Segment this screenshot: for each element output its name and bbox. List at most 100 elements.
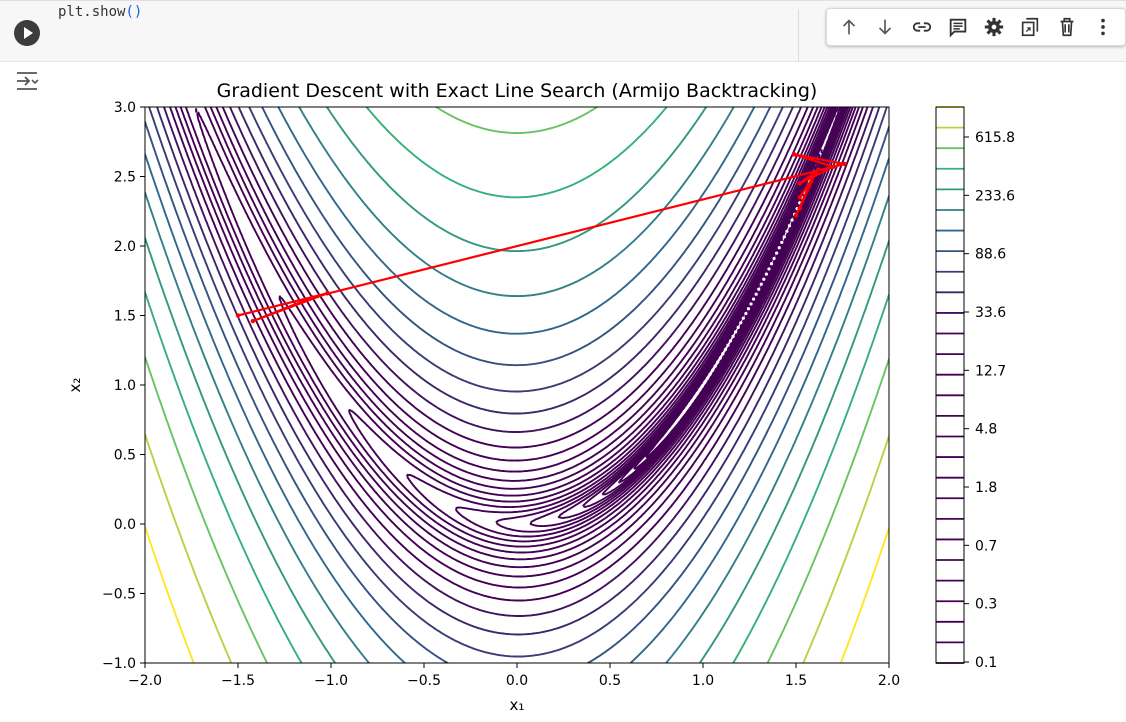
trail-point: [731, 334, 735, 338]
y-tick-label: 3.0: [114, 100, 136, 116]
mirror-cell-icon: [1022, 17, 1039, 37]
trail-point: [723, 347, 728, 352]
chart-figure: Gradient Descent with Exact Line Search …: [66, 80, 1015, 714]
y-tick-label: 2.5: [114, 170, 136, 186]
cell-divider: [798, 9, 799, 61]
contour-level-19: [148, 107, 888, 658]
contour-level-11: [278, 107, 852, 554]
y-tick-label: 1.0: [114, 378, 136, 394]
x-tick-label: 0.5: [599, 673, 621, 689]
trail-point: [775, 251, 779, 255]
colorbar-tick-label: 0.7: [975, 538, 997, 554]
y-tick-label: 0.5: [114, 448, 136, 464]
trail-point: [705, 376, 710, 380]
contour-level-12: [195, 107, 854, 561]
trail-point: [726, 343, 730, 347]
trail-point: [685, 406, 689, 410]
colorbar-frame: [935, 106, 965, 664]
y-axis-ticks: 3.0 2.5 2.0 1.5 1.0 0.5 0.0 −0.5 −1.0: [102, 100, 145, 672]
mirror-cell-button[interactable]: [1015, 12, 1045, 42]
trail-point: [721, 352, 725, 356]
contour-level-16: [169, 107, 869, 602]
x-axis-label: x₁: [510, 696, 525, 714]
move-down-button[interactable]: [870, 12, 900, 42]
trail-point: [687, 402, 692, 407]
descent-point: [812, 172, 817, 178]
contour-level-24: [145, 107, 889, 663]
x-tick-label: 1.5: [785, 673, 807, 689]
x-tick-label: −1.5: [221, 673, 255, 689]
descent-point: [310, 295, 315, 300]
cell-toolbar: [826, 8, 1126, 46]
contour-level-20: [145, 107, 889, 663]
trail-point: [790, 218, 794, 222]
colorbar-tick-label: 0.1: [975, 655, 997, 671]
arrow-down-icon: [879, 19, 892, 35]
trail-point: [757, 287, 761, 291]
trail-point: [782, 235, 786, 239]
colorbar-tick-label: 33.6: [975, 305, 1006, 321]
y-tick-label: −1.0: [102, 656, 136, 672]
contour-level-27: [145, 525, 889, 663]
contour-lines: [145, 107, 889, 663]
trail-point: [718, 356, 722, 360]
code-parens: (): [125, 4, 143, 20]
contour-level-6: [529, 107, 843, 528]
x-axis-ticks: −2.0 −1.5 −1.0 −0.5 0.0 0.5 1.0 1.5 2.0: [128, 663, 900, 689]
y-axis-label: x₂: [66, 378, 84, 393]
colorbar-tick-label: 615.8: [975, 130, 1015, 146]
trail-point: [734, 330, 738, 334]
trail-point: [693, 395, 697, 399]
contour-level-18: [156, 107, 881, 636]
trail-point: [741, 316, 745, 320]
trail-point: [690, 399, 694, 403]
contour-level-22: [145, 107, 889, 663]
trail-point: [728, 339, 733, 343]
trail-point: [700, 384, 704, 388]
more-vert-icon: [1101, 18, 1105, 36]
chart-title: Gradient Descent with Exact Line Search …: [217, 80, 818, 102]
colorbar-tick-label: 0.3: [975, 597, 997, 613]
trail-point: [764, 272, 769, 276]
trail-point: [713, 364, 717, 368]
y-tick-label: −0.5: [102, 587, 136, 603]
move-up-button[interactable]: [834, 12, 864, 42]
gear-icon: [984, 17, 1004, 37]
trail-point: [744, 311, 748, 316]
x-tick-label: −1.0: [314, 673, 348, 689]
trail-point: [746, 307, 751, 311]
trail-point: [780, 240, 784, 244]
trail-point: [736, 325, 740, 329]
contour-level-10: [348, 107, 850, 548]
link-button[interactable]: [907, 12, 937, 42]
y-tick-label: 2.0: [114, 239, 136, 255]
descent-point: [797, 206, 802, 211]
descent-point: [797, 195, 802, 200]
colorbar-tick-label: 88.6: [975, 247, 1006, 263]
contour-level-5: [557, 107, 842, 519]
x-tick-label: 2.0: [878, 673, 900, 689]
descent-point: [806, 184, 812, 189]
code-line[interactable]: plt.show(): [58, 4, 142, 20]
descent-point: [250, 318, 256, 324]
output-toggle-icon[interactable]: [14, 68, 42, 94]
delete-cell-button[interactable]: [1052, 12, 1082, 42]
trail-point: [762, 277, 766, 281]
descent-point: [797, 181, 802, 186]
trail-point: [710, 368, 715, 372]
colorbar-tick-label: 1.8: [975, 480, 997, 496]
settings-button[interactable]: [979, 12, 1009, 42]
comment-button[interactable]: [943, 12, 973, 42]
descent-point: [793, 213, 799, 218]
contour-level-15: [174, 107, 864, 589]
trail-point: [695, 391, 699, 396]
x-tick-label: 1.0: [692, 673, 714, 689]
more-actions-button[interactable]: [1088, 12, 1118, 42]
trail-point: [754, 292, 758, 296]
y-tick-label: 1.5: [114, 309, 136, 325]
trail-point: [682, 409, 687, 414]
colorbar: 615.8 233.6 88.6 33.6 12.7 4.8 1.8 0.7 0.3 0.1: [935, 106, 1015, 671]
run-cell-button[interactable]: [14, 20, 40, 46]
descent-point: [325, 291, 330, 296]
trail-point: [759, 282, 763, 286]
